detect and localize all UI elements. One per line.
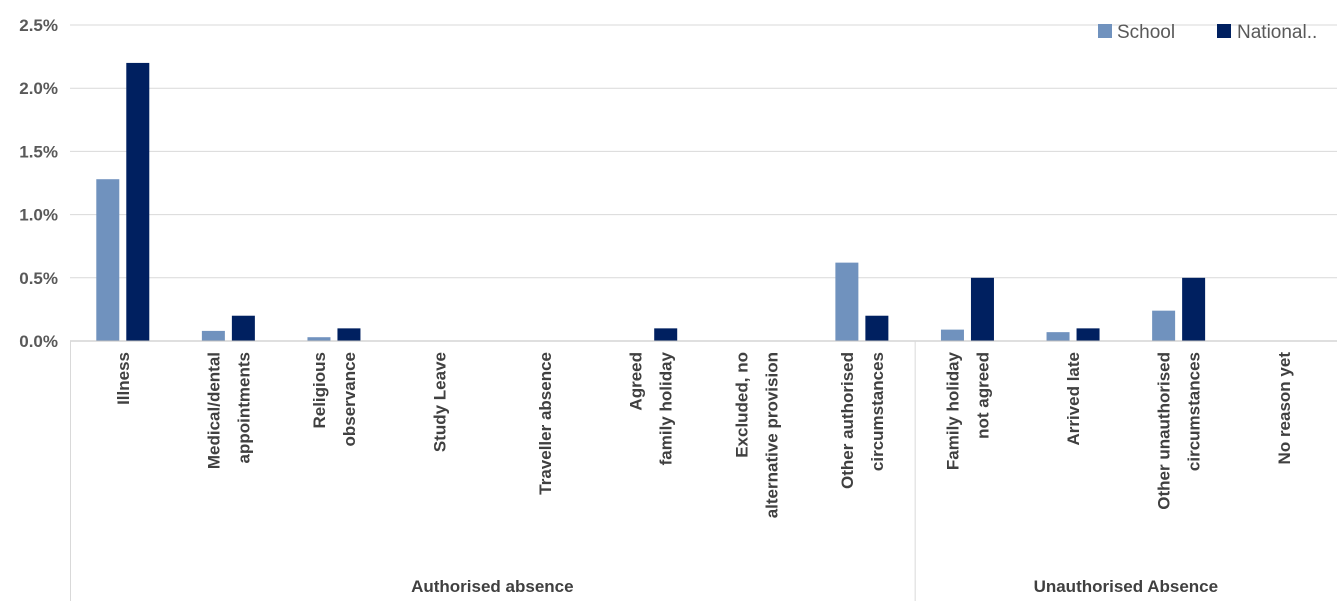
category-label: Traveller absence (536, 352, 555, 495)
category-label: alternative provision (762, 352, 781, 518)
group-label: Unauthorised Absence (1034, 577, 1219, 596)
category-label: Family holiday (943, 351, 962, 470)
axes (70, 340, 1337, 601)
bar-national--9 (1076, 328, 1100, 341)
bar-national--7 (865, 315, 889, 341)
legend-label: School (1117, 22, 1175, 43)
category-labels: Illness Medical/dental appointments Religio… (114, 351, 1294, 518)
category-label: family holiday (657, 351, 676, 465)
category-label: Other authorised (838, 352, 857, 489)
category-label: Excluded, no (732, 352, 751, 458)
category-label: Other unauthorised (1155, 352, 1174, 510)
y-tick-label: 2.0% (19, 79, 58, 98)
bar-national--8 (970, 277, 994, 341)
bar-school-9 (1046, 332, 1070, 341)
y-tick-label: 1.5% (19, 142, 58, 161)
legend: School National.. (1098, 22, 1317, 43)
category-label: Illness (114, 352, 133, 405)
group-labels: Authorised absence Unauthorised Absence (411, 577, 1218, 596)
bar-national--1 (231, 315, 255, 341)
category-label: not agreed (973, 352, 992, 439)
bars (96, 62, 1206, 342)
legend-swatch (1098, 24, 1112, 38)
legend-label: National.. (1237, 22, 1317, 43)
group-label: Authorised absence (411, 577, 574, 596)
category-label: No reason yet (1275, 352, 1294, 465)
category-label: circumstances (868, 352, 887, 471)
bar-school-2 (307, 337, 331, 341)
bar-school-7 (835, 262, 859, 341)
y-tick-label: 2.5% (19, 16, 58, 35)
legend-swatch (1217, 24, 1231, 38)
bar-school-10 (1152, 310, 1176, 341)
category-label: Medical/dental (204, 352, 223, 469)
bar-national--2 (337, 328, 361, 341)
bar-national--10 (1182, 277, 1206, 341)
y-tick-label: 0.0% (19, 332, 58, 351)
category-label: Study Leave (431, 352, 450, 452)
bar-school-1 (201, 330, 225, 341)
y-axis-tick-labels: 0.0% 0.5% 1.0% 1.5% 2.0% 2.5% (19, 16, 58, 351)
gridlines (70, 24, 1337, 279)
category-label: Religious (310, 352, 329, 429)
bar-national--0 (126, 62, 150, 342)
bar-school-8 (940, 329, 964, 341)
category-label: appointments (234, 352, 253, 463)
category-label: circumstances (1185, 352, 1204, 471)
category-label: Agreed (627, 352, 646, 411)
y-tick-label: 1.0% (19, 206, 58, 225)
bar-school-0 (96, 179, 120, 341)
category-label: observance (340, 352, 359, 447)
bar-national--5 (654, 328, 678, 341)
y-tick-label: 0.5% (19, 269, 58, 288)
category-label: Arrived late (1064, 352, 1083, 446)
